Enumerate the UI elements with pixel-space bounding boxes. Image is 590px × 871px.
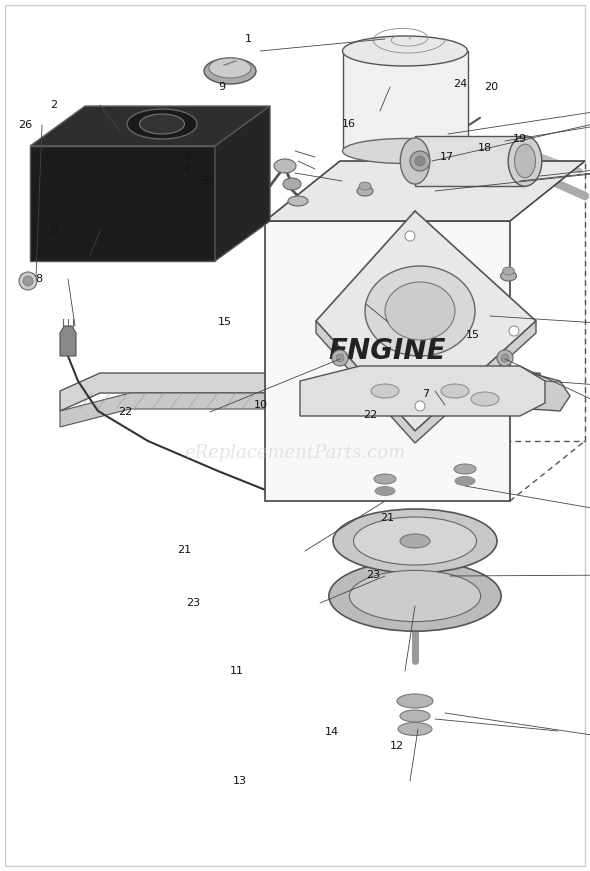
Ellipse shape — [209, 58, 251, 78]
Ellipse shape — [353, 517, 477, 565]
Ellipse shape — [508, 136, 542, 186]
Ellipse shape — [441, 384, 469, 398]
Ellipse shape — [333, 509, 497, 573]
Text: 21: 21 — [381, 513, 395, 523]
Text: 23: 23 — [366, 570, 380, 580]
Text: 1: 1 — [245, 34, 252, 44]
Text: 15: 15 — [466, 330, 480, 341]
Polygon shape — [530, 373, 570, 411]
Text: 12: 12 — [389, 741, 404, 752]
Text: 10: 10 — [254, 400, 268, 410]
Ellipse shape — [455, 476, 475, 485]
Text: ENGINE: ENGINE — [329, 337, 446, 365]
Text: 3: 3 — [183, 152, 190, 162]
Text: eReplacementParts.com: eReplacementParts.com — [184, 444, 406, 462]
Polygon shape — [30, 106, 270, 146]
Polygon shape — [316, 211, 536, 431]
Text: 19: 19 — [513, 134, 527, 145]
Circle shape — [332, 350, 348, 366]
Text: 16: 16 — [342, 118, 356, 129]
Circle shape — [415, 401, 425, 411]
Text: 11: 11 — [230, 665, 244, 676]
Ellipse shape — [400, 710, 430, 722]
Polygon shape — [316, 321, 536, 443]
Polygon shape — [60, 373, 540, 411]
Circle shape — [19, 272, 37, 290]
Ellipse shape — [343, 138, 467, 164]
Text: 22: 22 — [363, 409, 377, 420]
Ellipse shape — [371, 384, 399, 398]
Bar — [343, 51, 467, 151]
Ellipse shape — [365, 266, 475, 356]
Ellipse shape — [329, 561, 501, 631]
Text: 18: 18 — [478, 143, 492, 153]
Ellipse shape — [204, 58, 256, 84]
Ellipse shape — [398, 723, 432, 735]
Ellipse shape — [359, 182, 371, 190]
Text: 9: 9 — [218, 82, 225, 92]
Ellipse shape — [288, 196, 308, 206]
Text: 8: 8 — [35, 273, 42, 284]
Text: 15: 15 — [218, 317, 232, 327]
Text: 4: 4 — [183, 164, 190, 174]
Ellipse shape — [397, 694, 433, 708]
Ellipse shape — [400, 138, 430, 184]
Ellipse shape — [514, 145, 536, 178]
Text: 22: 22 — [118, 407, 132, 417]
Ellipse shape — [375, 487, 395, 496]
Polygon shape — [265, 221, 510, 501]
Ellipse shape — [503, 267, 514, 275]
Ellipse shape — [400, 534, 430, 548]
Text: 5: 5 — [202, 176, 209, 186]
Text: 6: 6 — [50, 226, 57, 236]
Text: 21: 21 — [177, 545, 191, 556]
Ellipse shape — [283, 178, 301, 190]
Polygon shape — [30, 146, 215, 261]
Polygon shape — [300, 366, 545, 416]
Circle shape — [509, 326, 519, 336]
Text: 23: 23 — [186, 598, 200, 608]
Polygon shape — [60, 326, 76, 356]
Ellipse shape — [127, 109, 197, 139]
Circle shape — [501, 354, 509, 362]
Ellipse shape — [357, 186, 373, 196]
Circle shape — [336, 354, 344, 362]
Polygon shape — [60, 393, 540, 427]
Polygon shape — [215, 106, 270, 261]
Bar — [415, 136, 525, 186]
Text: 2: 2 — [50, 99, 57, 110]
Circle shape — [410, 151, 430, 171]
Text: 26: 26 — [18, 120, 32, 131]
Ellipse shape — [454, 464, 476, 474]
Circle shape — [405, 231, 415, 241]
Circle shape — [497, 350, 513, 366]
Circle shape — [415, 156, 425, 166]
Ellipse shape — [471, 392, 499, 406]
Ellipse shape — [139, 114, 185, 134]
Text: 7: 7 — [422, 388, 429, 399]
Ellipse shape — [385, 282, 455, 340]
Text: 14: 14 — [324, 726, 339, 737]
Text: 13: 13 — [233, 776, 247, 787]
Ellipse shape — [274, 159, 296, 173]
Ellipse shape — [500, 271, 516, 281]
Text: 17: 17 — [440, 152, 454, 162]
Text: 20: 20 — [484, 82, 498, 92]
Ellipse shape — [349, 571, 481, 622]
Ellipse shape — [374, 474, 396, 484]
Ellipse shape — [343, 36, 467, 66]
Polygon shape — [265, 161, 585, 221]
Circle shape — [23, 276, 33, 286]
Text: 24: 24 — [453, 79, 467, 90]
